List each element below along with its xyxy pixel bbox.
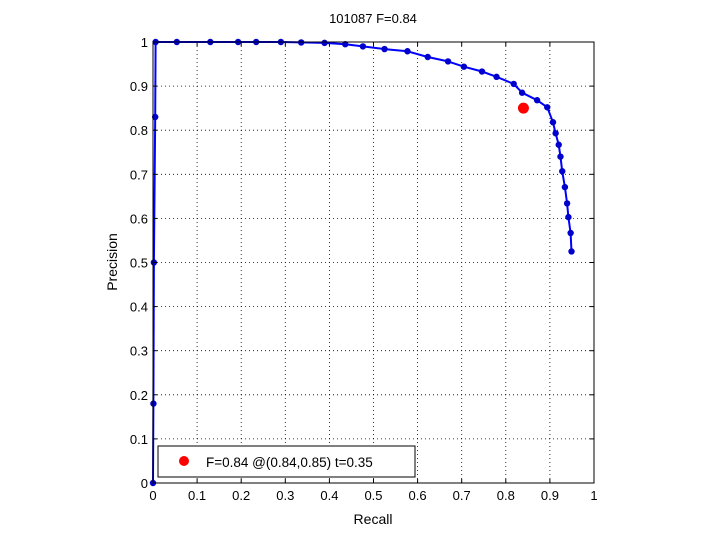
pr-curve-point <box>518 89 526 96</box>
y-axis-label: Precision <box>104 233 120 291</box>
pr-curve-point <box>555 141 562 148</box>
y-tick-label: 0 <box>141 476 148 491</box>
pr-curve-point <box>567 229 574 237</box>
x-tick-label: 0.1 <box>188 488 206 503</box>
x-tick-label: 0.6 <box>409 488 427 503</box>
pr-curve-point <box>444 58 452 65</box>
x-tick-label: 0.2 <box>232 488 250 503</box>
x-tick-label: 0.8 <box>497 488 515 503</box>
legend-box <box>157 445 416 478</box>
y-tick-label: 0.5 <box>130 256 148 271</box>
legend-entry: F=0.84 @(0.84,0.85) t=0.35 <box>206 455 373 470</box>
pr-curve-point <box>510 80 517 88</box>
y-tick-label: 0.6 <box>130 211 148 226</box>
pr-curve-point <box>552 130 559 137</box>
y-tick-label: 1 <box>141 35 148 50</box>
y-tick-label: 0.2 <box>130 388 148 403</box>
pr-curve-point <box>544 104 551 111</box>
pr-curve-point <box>557 153 564 160</box>
x-tick-label: 0.4 <box>320 488 338 503</box>
pr-curve-point <box>568 248 575 255</box>
y-tick-label: 0.1 <box>130 432 148 447</box>
grid <box>153 42 594 483</box>
pr-curve-point <box>381 45 388 53</box>
x-axis-label: Recall <box>354 511 393 527</box>
pr-curve-point <box>152 113 159 121</box>
pr-curve-point <box>563 200 571 207</box>
pr-curve-point <box>359 43 367 50</box>
legend-marker <box>179 456 189 466</box>
pr-curve-point <box>424 53 431 61</box>
pr-curve-point <box>549 119 557 126</box>
pr-curve-point <box>342 41 349 48</box>
x-tick-label: 0.3 <box>276 488 294 503</box>
best-f-point <box>517 102 529 114</box>
pr-curve-point <box>561 183 569 191</box>
x-tick-label: 0.7 <box>453 488 471 503</box>
y-tick-label: 0.3 <box>130 344 148 359</box>
y-tick-label: 0.7 <box>130 167 148 182</box>
x-tick-label: 0.9 <box>541 488 559 503</box>
x-tick-label: 1 <box>590 488 597 503</box>
pr-curve-point <box>493 73 500 81</box>
pr-curve-point <box>321 39 328 47</box>
pr-curve-point <box>559 168 566 175</box>
pr-curve-point <box>478 68 486 75</box>
axis-ticks: 0 0.1 0.2 0.3 0.4 0.5 0.6 0.7 0.8 0.9 1 0 0.1 0.2 0.3 0… <box>130 35 598 503</box>
legend: F=0.84 @(0.84,0.85) t=0.35 <box>157 445 416 478</box>
chart-title: 101087 F=0.84 <box>329 11 417 26</box>
pr-curve-point <box>565 213 572 221</box>
pr-curve-point <box>404 48 411 55</box>
pr-curve-point <box>460 63 468 70</box>
pr-curve-point <box>533 97 541 104</box>
y-tick-label: 0.8 <box>130 123 148 138</box>
y-tick-label: 0.9 <box>130 79 148 94</box>
x-tick-label: 0 <box>149 488 156 503</box>
x-tick-label: 0.5 <box>364 488 382 503</box>
y-tick-label: 0.4 <box>130 300 148 315</box>
